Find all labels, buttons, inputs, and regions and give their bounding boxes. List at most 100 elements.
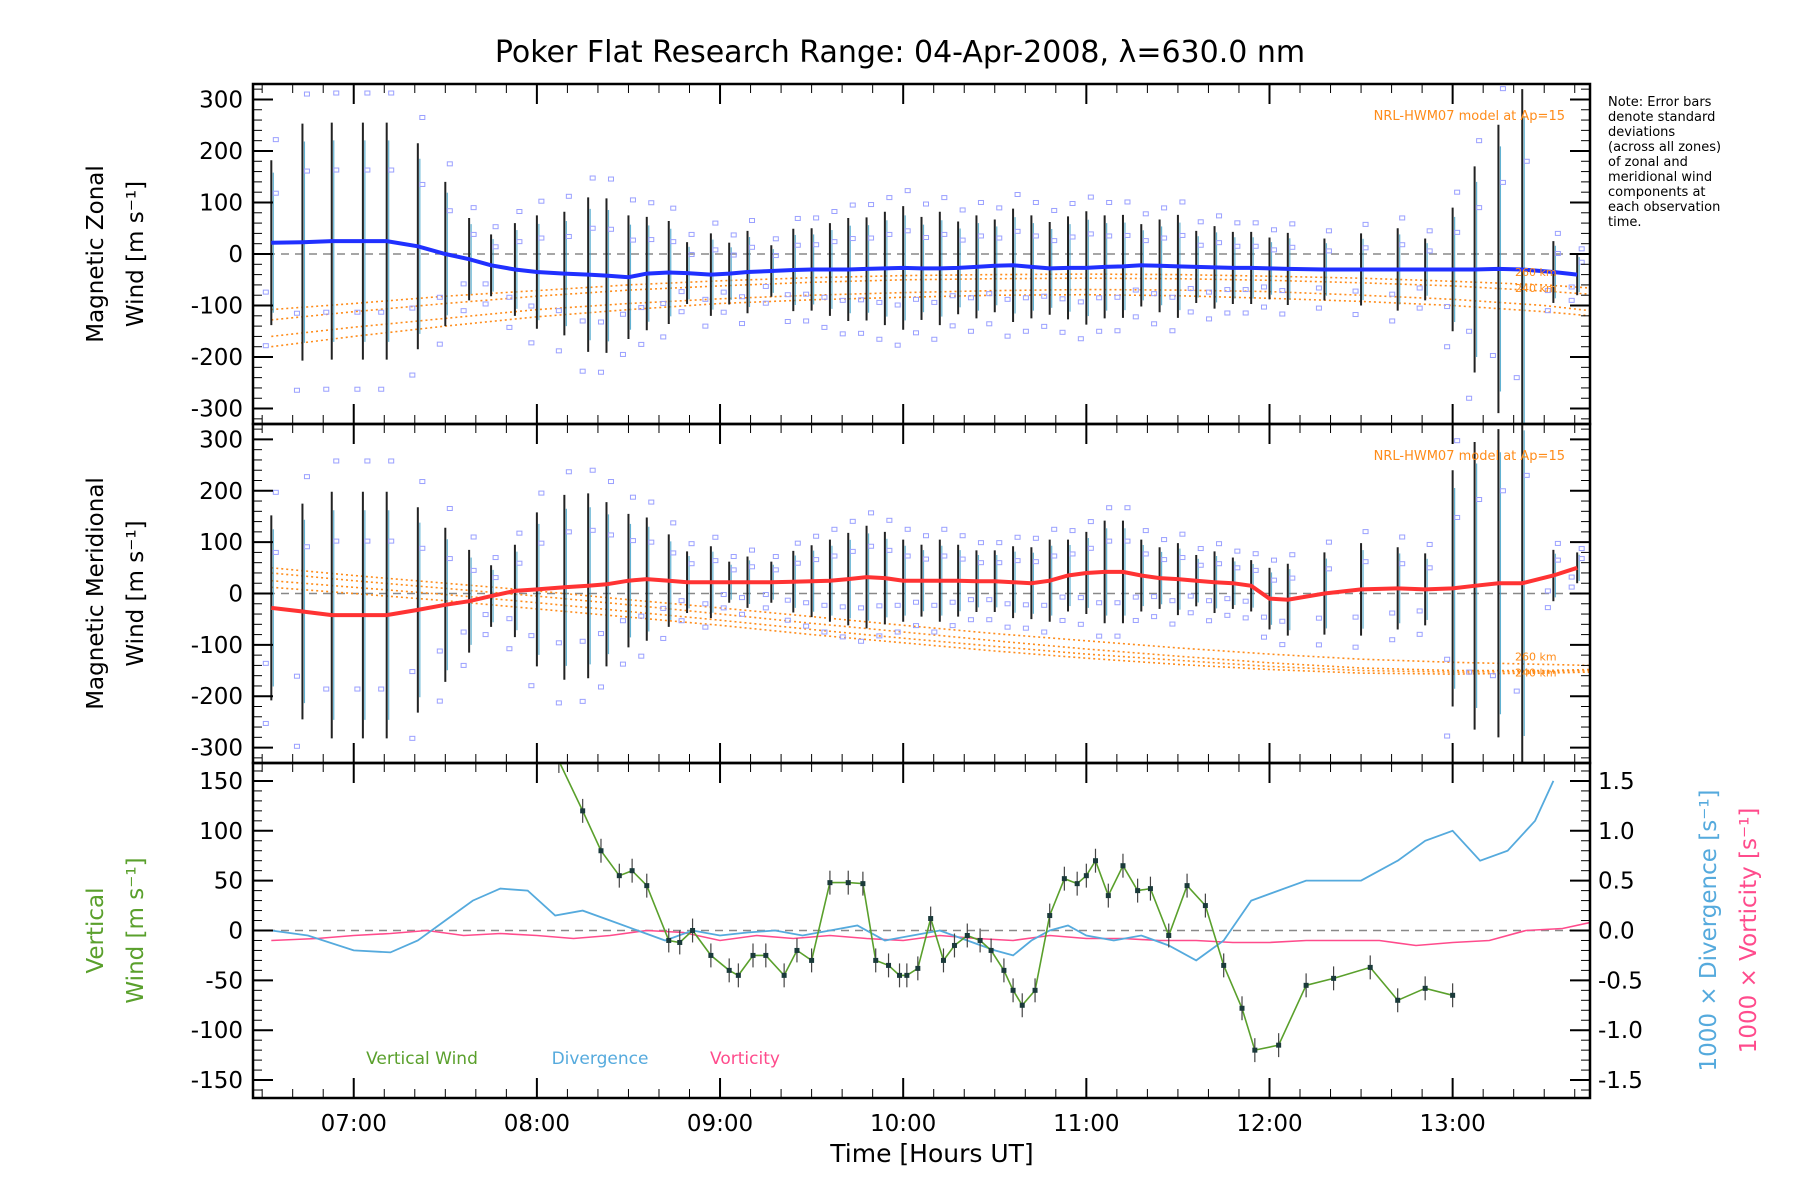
scatter-point [839, 634, 846, 640]
scatter-point [1069, 201, 1076, 207]
scatter-point [364, 167, 371, 173]
scatter-point [506, 616, 513, 622]
scatter-point [739, 294, 746, 300]
scatter-point [1051, 207, 1058, 213]
scatter-point [712, 247, 719, 253]
scatter-point [941, 553, 948, 559]
scatter-point [967, 597, 974, 603]
scatter-point [1389, 291, 1396, 297]
vertical-wind-point [827, 880, 833, 886]
scatter-point [460, 629, 467, 635]
scatter-point [739, 611, 746, 617]
scatter-point [419, 181, 426, 187]
scatter-point [1161, 537, 1168, 543]
scatter-point [923, 201, 929, 207]
y2-axis-label: 1000 × Divergence [s⁻¹] [1696, 789, 1722, 1071]
scatter-point [1142, 238, 1149, 244]
scatter-point [607, 479, 614, 485]
y-tick-label: 50 [214, 869, 243, 895]
scatter-point [364, 458, 371, 464]
scatter-point [904, 553, 911, 559]
scatter-point [1224, 310, 1231, 316]
scatter-point [1489, 673, 1496, 679]
scatter-point [436, 698, 443, 704]
vertical-wind-point [781, 972, 787, 978]
y-tick-label: -100 [191, 1018, 243, 1044]
scatter-point [470, 534, 477, 540]
scatter-point [1142, 551, 1149, 557]
vertical-wind-point [860, 881, 866, 887]
scatter-point [354, 309, 361, 315]
vertical-wind-point [1252, 1047, 1258, 1053]
scatter-point [1315, 305, 1322, 311]
scatter-point [1426, 248, 1433, 254]
scatter-point [1270, 557, 1277, 563]
scatter-point [678, 309, 685, 315]
scatter-point [1161, 235, 1168, 241]
vertical-wind-point [1135, 888, 1141, 894]
scatter-point [262, 343, 269, 349]
scatter-point [1444, 656, 1451, 662]
scatter-point [1234, 548, 1241, 554]
scatter-point [1270, 577, 1277, 583]
legend-entry: Vertical Wind [366, 1049, 478, 1069]
scatter-point [506, 646, 513, 652]
scatter-point [1187, 309, 1194, 315]
scatter-point [1151, 594, 1158, 600]
scatter-point [597, 319, 604, 325]
scatter-point [1096, 633, 1103, 639]
scatter-point [772, 253, 779, 259]
vertical-wind-point [904, 972, 910, 978]
scatter-point [333, 458, 340, 464]
y-tick-label: 200 [199, 479, 243, 505]
scatter-point [821, 602, 828, 608]
scatter-point [1014, 558, 1021, 564]
scatter-point [1279, 311, 1286, 317]
vertical-wind-point [1105, 893, 1111, 899]
scatter-point [986, 597, 993, 603]
scatter-point [1454, 229, 1461, 235]
scatter-point [1362, 529, 1369, 535]
scatter-point [1454, 189, 1461, 195]
scatter-point [492, 224, 499, 230]
vertical-wind-point [1575, 0, 1580, 5]
note-line: components at [1608, 185, 1706, 200]
scatter-point [1544, 588, 1551, 594]
scatter-point [1216, 240, 1223, 246]
scatter-point [1454, 438, 1461, 444]
scatter-point [1399, 215, 1406, 221]
scatter-point [1041, 323, 1048, 329]
model-alt-label: 240 km [1515, 282, 1557, 295]
y2-tick-label: 0.5 [1598, 869, 1635, 895]
scatter-point [1578, 246, 1585, 252]
y-axis-label: Wind [m s⁻¹] [123, 857, 149, 1003]
model-alt-label: 260 km [1515, 266, 1557, 279]
scatter-point [1500, 389, 1505, 393]
panel-vertical: -150 -100 -50 0 50 100 150 -1.5 -1.0 -0.5 0.0 0.5 1.… [83, 0, 1762, 1137]
scatter-point [272, 549, 279, 555]
scatter-point [949, 293, 956, 299]
plot-area [253, 86, 1590, 424]
scatter-point [516, 209, 523, 214]
vertical-wind-point [1450, 992, 1456, 998]
scatter-point [1004, 624, 1011, 630]
scatter-point [1279, 642, 1286, 648]
scatter-point [1041, 629, 1048, 635]
scatter-point [619, 351, 626, 357]
scatter-point [1114, 294, 1121, 300]
scatter-point [482, 632, 489, 638]
scatter-point [324, 767, 329, 771]
scatter-point [784, 597, 791, 603]
scatter-point [894, 629, 901, 635]
vertical-wind-point [1092, 858, 1098, 864]
scatter-point [1106, 199, 1113, 205]
scatter-point [1513, 375, 1520, 381]
scatter-point [293, 387, 300, 393]
vertical-wind-point [1120, 863, 1126, 869]
scatter-point [364, 538, 371, 544]
y-tick-label: -50 [205, 968, 243, 994]
scatter-point [516, 239, 523, 245]
scatter-point [638, 341, 645, 347]
scatter-point [1399, 242, 1406, 248]
